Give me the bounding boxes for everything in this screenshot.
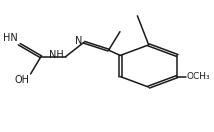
Text: NH: NH [49,50,64,60]
Text: HN: HN [3,33,18,43]
Text: N: N [74,36,82,46]
Text: OH: OH [14,75,29,85]
Text: OCH₃: OCH₃ [187,72,210,81]
